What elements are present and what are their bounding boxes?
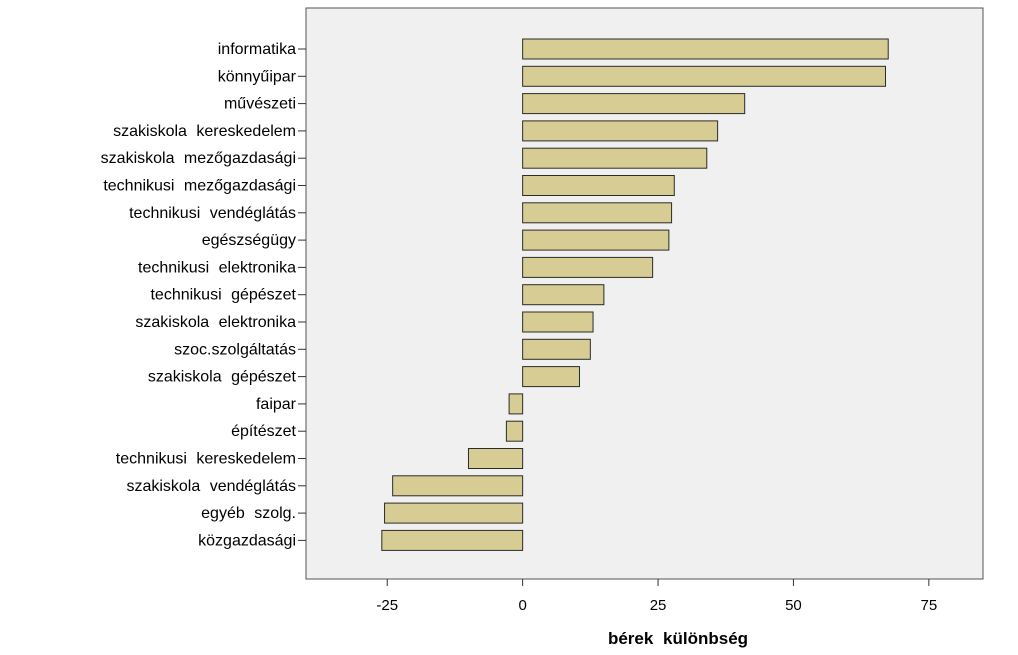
x-ticks-group: -25 0 25 50 75	[376, 579, 937, 614]
category-label: szoc.szolgáltatás	[174, 341, 296, 358]
category-label: szakiskola elektronika	[135, 314, 296, 331]
category-label: technikusi vendéglátás	[129, 205, 296, 222]
category-label: faipar	[256, 396, 297, 413]
bar	[384, 502, 524, 524]
bar	[522, 338, 591, 360]
category-labels-group: informatika könnyűipar művészeti szakiskola…	[101, 41, 306, 549]
bar	[522, 229, 670, 251]
bar	[522, 311, 594, 333]
bar	[522, 93, 746, 115]
category-label: építészet	[231, 423, 296, 440]
bars-group	[381, 38, 889, 551]
category-label: szakiskola mezőgazdasági	[101, 150, 296, 167]
category-label: technikusi gépészet	[150, 287, 296, 304]
category-label: technikusi kereskedelem	[116, 451, 296, 468]
x-tick-label: 75	[920, 597, 937, 614]
category-label: egyéb szolg.	[201, 505, 296, 522]
bar	[392, 475, 524, 497]
bar	[508, 393, 524, 415]
x-tick-label: 0	[518, 597, 526, 614]
category-label: könnyűipar	[218, 68, 297, 85]
x-axis-title: bérek különbség	[608, 629, 748, 648]
bar	[522, 147, 708, 169]
bar	[505, 420, 524, 442]
x-tick-label: -25	[376, 597, 398, 614]
x-tick-label: 25	[650, 597, 667, 614]
x-tick-label: 50	[785, 597, 802, 614]
bar	[467, 448, 524, 469]
bar	[381, 529, 524, 551]
category-label: szakiskola gépészet	[148, 369, 297, 386]
bar	[522, 65, 887, 87]
bar	[522, 175, 675, 196]
category-label: művészeti	[224, 96, 296, 113]
category-label: szakiskola kereskedelem	[113, 123, 296, 140]
bar	[522, 256, 654, 278]
bar	[522, 38, 889, 60]
bar	[522, 120, 719, 142]
category-label: technikusi elektronika	[138, 259, 296, 276]
category-label: közgazdasági	[198, 532, 296, 549]
bar	[522, 202, 673, 224]
category-label: informatika	[218, 41, 296, 58]
bar	[522, 366, 581, 388]
category-label: egészségügy	[202, 232, 296, 249]
category-label: szakiskola vendéglátás	[126, 478, 296, 495]
category-label: technikusi mezőgazdasági	[103, 178, 296, 195]
bar	[522, 284, 605, 306]
